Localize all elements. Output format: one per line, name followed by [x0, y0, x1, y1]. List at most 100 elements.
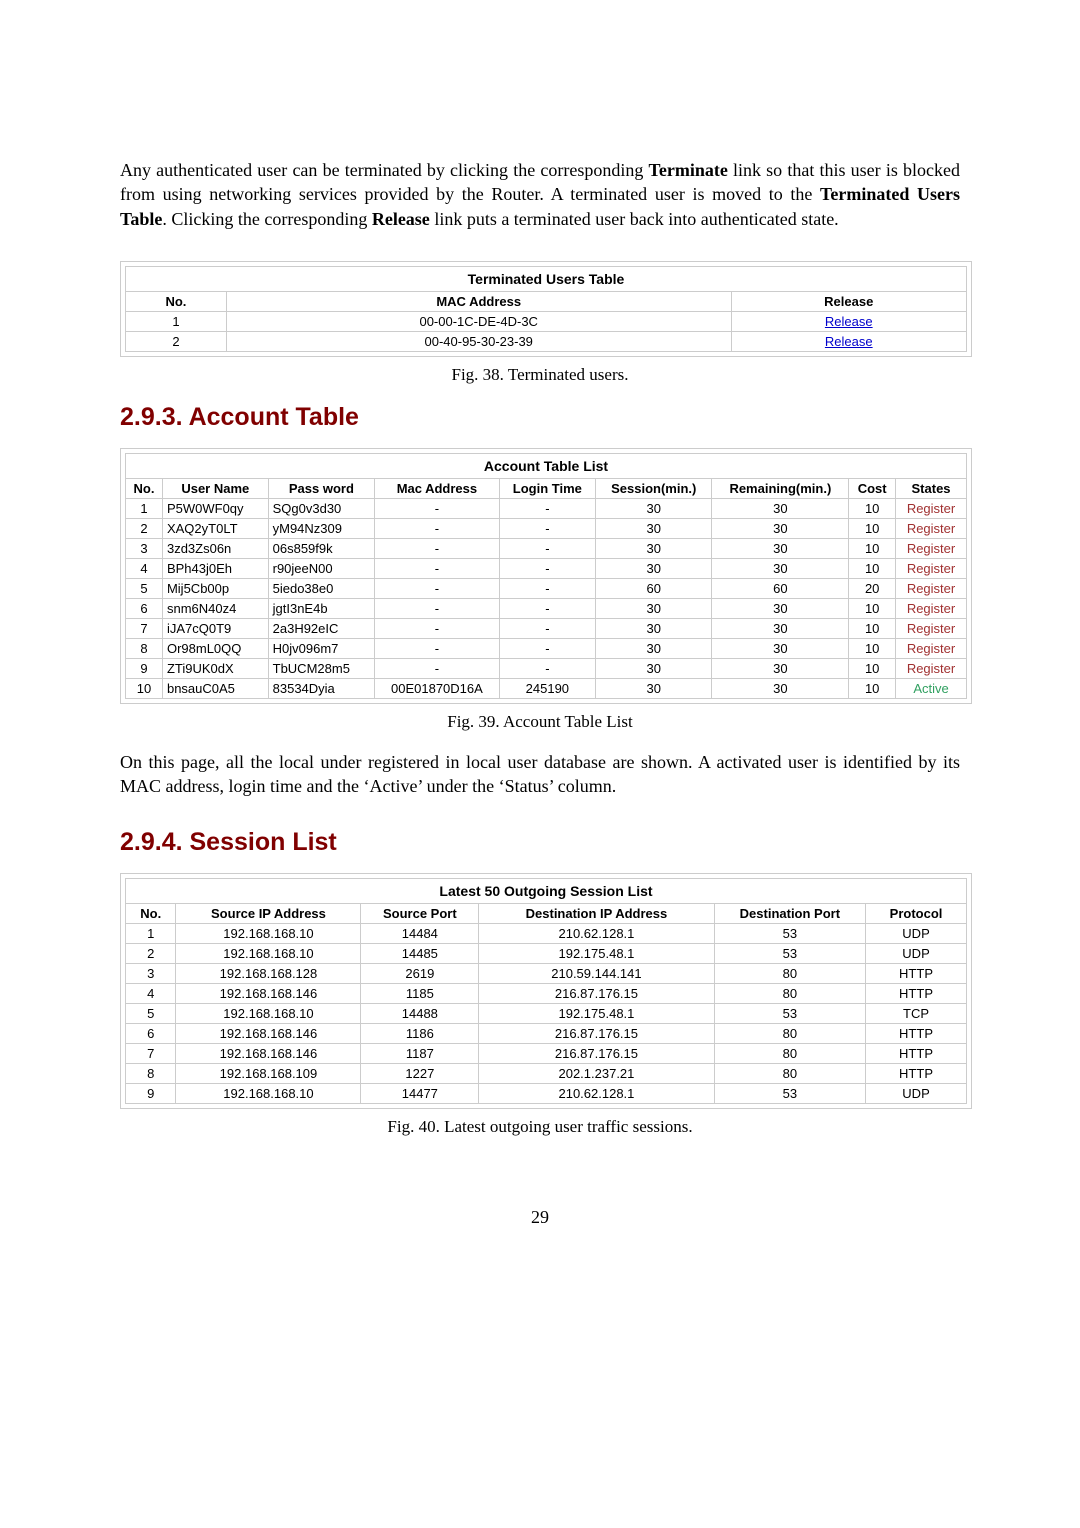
terminated-users-table: Terminated Users Table No. MAC Address R…	[125, 266, 967, 352]
cell-pass: 83534Dyia	[268, 678, 375, 698]
cell-dest-port: 53	[714, 1084, 865, 1104]
table-row: 1P5W0WF0qySQg0v3d30--303010Register	[126, 498, 967, 518]
cell-state: Register	[896, 598, 967, 618]
cell-login: -	[499, 518, 595, 538]
cell-remaining: 30	[712, 658, 849, 678]
cell-no: 8	[126, 1064, 176, 1084]
cell-source-ip: 192.168.168.10	[176, 1084, 361, 1104]
cell-dest-port: 53	[714, 944, 865, 964]
cell-state: Register	[896, 538, 967, 558]
cell-pass: H0jv096m7	[268, 638, 375, 658]
cell-no: 1	[126, 924, 176, 944]
cell-remaining: 30	[712, 678, 849, 698]
cell-protocol: UDP	[866, 1084, 967, 1104]
cell-source-port: 1185	[361, 984, 479, 1004]
cell-protocol: HTTP	[866, 1044, 967, 1064]
cell-no: 7	[126, 1044, 176, 1064]
cell-source-ip: 192.168.168.146	[176, 1024, 361, 1044]
cell-remaining: 30	[712, 598, 849, 618]
cell-dest-port: 80	[714, 1064, 865, 1084]
table-row: 200-40-95-30-23-39Release	[126, 331, 967, 351]
cell-user: snm6N40z4	[162, 598, 268, 618]
cell-pass: 06s859f9k	[268, 538, 375, 558]
cell-source-port: 2619	[361, 964, 479, 984]
col-header: Mac Address	[375, 478, 499, 498]
col-header: States	[896, 478, 967, 498]
cell-mac: -	[375, 498, 499, 518]
cell-source-port: 14484	[361, 924, 479, 944]
cell-cost: 10	[849, 618, 896, 638]
cell-protocol: HTTP	[866, 1064, 967, 1084]
table-row: 8192.168.168.1091227202.1.237.2180HTTP	[126, 1064, 967, 1084]
table-row: 6192.168.168.1461186216.87.176.1580HTTP	[126, 1024, 967, 1044]
cell-dest-ip: 202.1.237.21	[479, 1064, 714, 1084]
account-table-title: Account Table List	[126, 453, 967, 478]
release-link[interactable]: Release	[731, 331, 966, 351]
cell-no: 10	[126, 678, 163, 698]
cell-dest-port: 80	[714, 984, 865, 1004]
cell-state: Register	[896, 618, 967, 638]
page: Any authenticated user can be terminated…	[0, 0, 1080, 1288]
table-row: 100-00-1C-DE-4D-3CRelease	[126, 311, 967, 331]
cell-state: Active	[896, 678, 967, 698]
col-header: No.	[126, 904, 176, 924]
cell-dest-port: 53	[714, 1004, 865, 1024]
col-header: No.	[126, 478, 163, 498]
cell-login: -	[499, 618, 595, 638]
cell-source-port: 1186	[361, 1024, 479, 1044]
cell-user: ZTi9UK0dX	[162, 658, 268, 678]
intro-paragraph: Any authenticated user can be terminated…	[120, 158, 960, 231]
col-header: Session(min.)	[596, 478, 712, 498]
cell-state: Register	[896, 558, 967, 578]
col-header: Cost	[849, 478, 896, 498]
cell-no: 4	[126, 984, 176, 1004]
cell-login: 245190	[499, 678, 595, 698]
cell-dest-ip: 216.87.176.15	[479, 1024, 714, 1044]
cell-remaining: 30	[712, 518, 849, 538]
session-list-table: Latest 50 Outgoing Session List No.Sourc…	[125, 878, 967, 1104]
col-mac: MAC Address	[226, 291, 731, 311]
col-header: Login Time	[499, 478, 595, 498]
cell-dest-ip: 210.62.128.1	[479, 924, 714, 944]
cell-source-ip: 192.168.168.10	[176, 944, 361, 964]
cell-source-ip: 192.168.168.10	[176, 1004, 361, 1024]
fig40-caption: Fig. 40. Latest outgoing user traffic se…	[120, 1117, 960, 1137]
terminated-table-title: Terminated Users Table	[126, 266, 967, 291]
table-row: 9ZTi9UK0dXTbUCM28m5--303010Register	[126, 658, 967, 678]
release-link[interactable]: Release	[731, 311, 966, 331]
cell-user: BPh43j0Eh	[162, 558, 268, 578]
table-row: 1192.168.168.1014484210.62.128.153UDP	[126, 924, 967, 944]
cell-pass: r90jeeN00	[268, 558, 375, 578]
cell-source-ip: 192.168.168.109	[176, 1064, 361, 1084]
cell-remaining: 30	[712, 538, 849, 558]
cell-state: Register	[896, 578, 967, 598]
session-list-figure: Latest 50 Outgoing Session List No.Sourc…	[120, 873, 972, 1109]
col-header: Pass word	[268, 478, 375, 498]
session-list-title: Latest 50 Outgoing Session List	[126, 879, 967, 904]
cell-no: 2	[126, 331, 227, 351]
cell-no: 9	[126, 658, 163, 678]
cell-pass: yM94Nz309	[268, 518, 375, 538]
cell-remaining: 30	[712, 558, 849, 578]
col-release: Release	[731, 291, 966, 311]
cell-dest-ip: 210.59.144.141	[479, 964, 714, 984]
cell-protocol: HTTP	[866, 964, 967, 984]
cell-session: 30	[596, 498, 712, 518]
cell-state: Register	[896, 498, 967, 518]
cell-cost: 10	[849, 658, 896, 678]
col-header: Source IP Address	[176, 904, 361, 924]
cell-cost: 10	[849, 558, 896, 578]
table-row: 8Or98mL0QQH0jv096m7--303010Register	[126, 638, 967, 658]
cell-session: 30	[596, 538, 712, 558]
cell-dest-ip: 216.87.176.15	[479, 984, 714, 1004]
table-row: 4192.168.168.1461185216.87.176.1580HTTP	[126, 984, 967, 1004]
cell-cost: 10	[849, 498, 896, 518]
cell-no: 1	[126, 311, 227, 331]
cell-source-ip: 192.168.168.128	[176, 964, 361, 984]
cell-dest-port: 80	[714, 1044, 865, 1064]
cell-mac: 00-40-95-30-23-39	[226, 331, 731, 351]
cell-pass: jgtI3nE4b	[268, 598, 375, 618]
cell-pass: 2a3H92eIC	[268, 618, 375, 638]
cell-no: 2	[126, 518, 163, 538]
cell-session: 30	[596, 618, 712, 638]
